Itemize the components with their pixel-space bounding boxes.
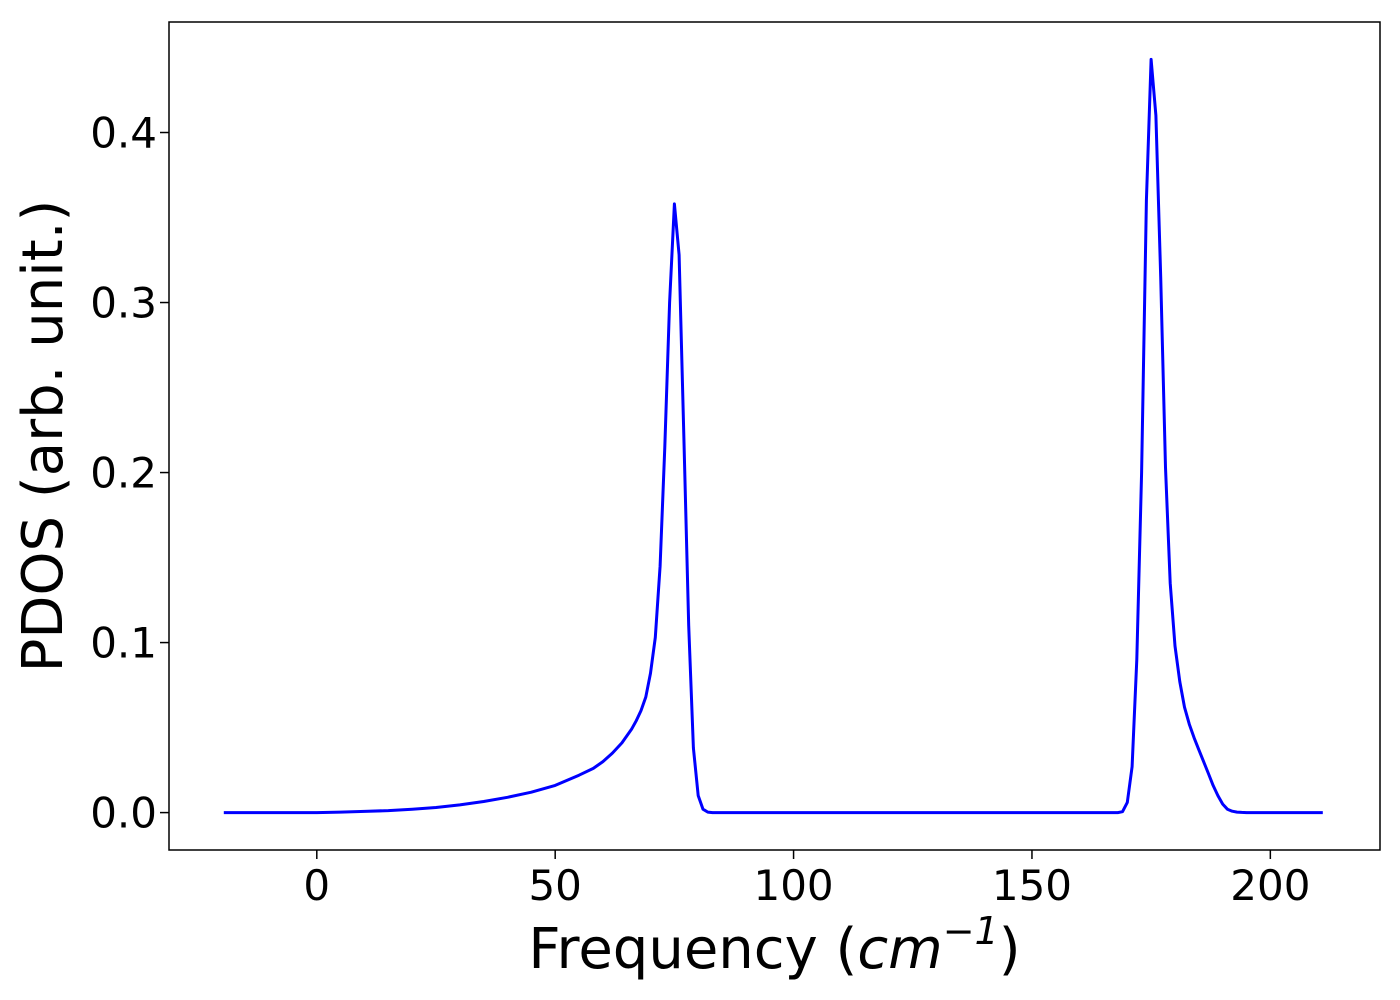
- x-axis-label: Frequency (cm−1): [528, 909, 1020, 982]
- x-tick-label: 0: [303, 861, 330, 910]
- plot-frame: [168, 21, 1381, 851]
- y-tick-label: 0.3: [90, 279, 157, 328]
- x-tick-label: 200: [1230, 861, 1310, 910]
- y-tick-label: 0.4: [90, 109, 157, 158]
- y-tick-label: 0.1: [90, 619, 157, 668]
- x-tick-label: 50: [528, 861, 581, 910]
- y-tick-label: 0.2: [90, 449, 157, 498]
- y-axis-label: PDOS (arb. unit.): [11, 200, 76, 673]
- x-tick-label: 100: [753, 861, 833, 910]
- plot-background: [169, 22, 1380, 850]
- x-tick-label: 150: [992, 861, 1072, 910]
- pdos-series-line: [223, 57, 1323, 815]
- x-axis-ticks: 0 50 100 150 200: [303, 850, 1310, 910]
- y-tick-label: 0.0: [90, 789, 157, 838]
- y-axis-ticks: 0.0 0.1 0.2 0.3 0.4: [90, 109, 169, 838]
- series-layer: [223, 57, 1323, 815]
